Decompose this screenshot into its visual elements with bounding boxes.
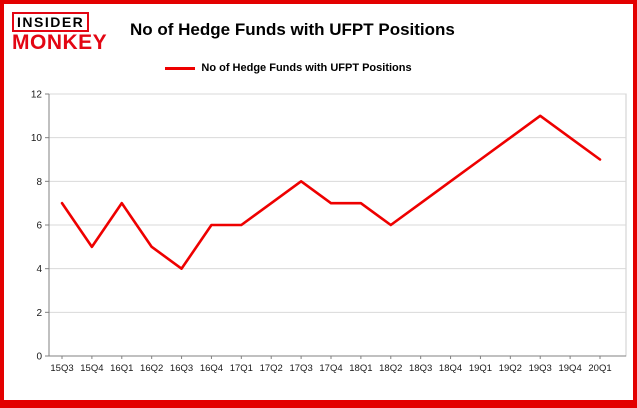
logo-monkey-text: MONKEY (12, 30, 108, 54)
chart-title: No of Hedge Funds with UFPT Positions (130, 20, 455, 39)
svg-text:8: 8 (36, 177, 42, 188)
svg-text:15Q4: 15Q4 (80, 363, 103, 374)
svg-text:17Q2: 17Q2 (260, 363, 283, 374)
svg-text:6: 6 (36, 221, 42, 232)
svg-text:17Q4: 17Q4 (319, 363, 342, 374)
svg-text:15Q3: 15Q3 (50, 363, 73, 374)
svg-text:20Q1: 20Q1 (588, 363, 611, 374)
insider-monkey-logo: INSIDER MONKEY (12, 11, 120, 55)
svg-text:16Q4: 16Q4 (200, 363, 223, 374)
svg-text:18Q2: 18Q2 (379, 363, 402, 374)
svg-text:18Q1: 18Q1 (349, 363, 372, 374)
svg-text:19Q2: 19Q2 (499, 363, 522, 374)
svg-text:4: 4 (36, 264, 42, 275)
svg-text:0: 0 (36, 352, 42, 363)
logo-insider-text: INSIDER (12, 11, 90, 32)
svg-text:19Q3: 19Q3 (529, 363, 552, 374)
svg-text:18Q4: 18Q4 (439, 363, 462, 374)
svg-text:19Q1: 19Q1 (469, 363, 492, 374)
svg-text:18Q3: 18Q3 (409, 363, 432, 374)
svg-text:2: 2 (36, 308, 42, 319)
svg-text:17Q1: 17Q1 (230, 363, 253, 374)
svg-text:16Q3: 16Q3 (170, 363, 193, 374)
svg-text:10: 10 (31, 133, 43, 144)
svg-text:17Q3: 17Q3 (289, 363, 312, 374)
line-chart: 0 2 4 6 8 10 12 15Q3 15Q4 16Q1 16Q2 16Q3 16Q4 17Q1 17Q… (31, 90, 627, 374)
legend-label: No of Hedge Funds with UFPT Positions (201, 62, 412, 74)
svg-text:16Q2: 16Q2 (140, 363, 163, 374)
legend: No of Hedge Funds with UFPT Positions (4, 58, 573, 78)
header: INSIDER MONKEY No of Hedge Funds with UF… (4, 4, 633, 56)
svg-text:12: 12 (31, 90, 43, 101)
svg-text:19Q4: 19Q4 (558, 363, 581, 374)
legend-line-marker (165, 66, 196, 70)
svg-text:16Q1: 16Q1 (110, 363, 133, 374)
